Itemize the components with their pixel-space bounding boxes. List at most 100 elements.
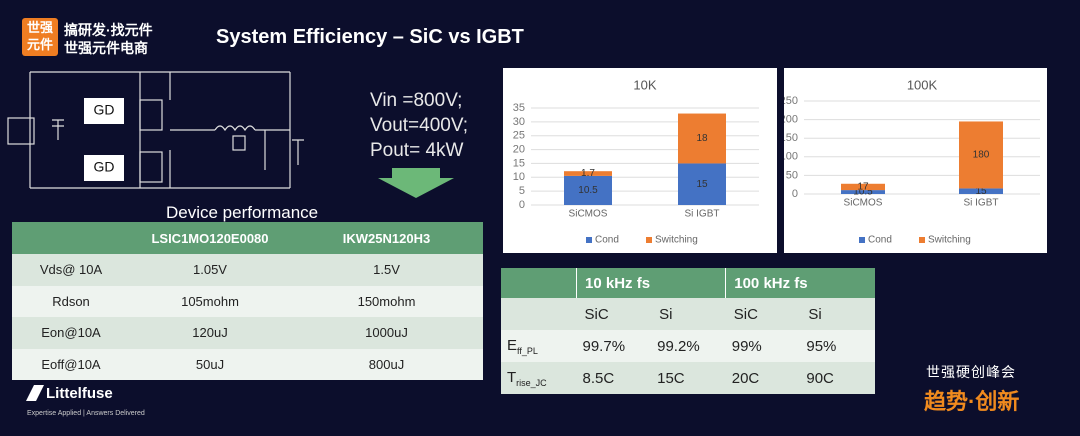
- legend-swatch: [646, 237, 652, 243]
- gd-label: GD: [94, 159, 115, 175]
- row: Eoff@10A 50uJ 800uJ: [12, 348, 483, 380]
- bar-segment: [678, 163, 726, 205]
- condition: Pout= 4kW: [370, 140, 464, 161]
- y-tick-label: 15: [513, 157, 525, 169]
- condition: Vin =800V;: [370, 90, 463, 111]
- gd-box: [84, 155, 124, 181]
- data-label: 15: [696, 179, 708, 190]
- cell: Eon@10A: [41, 325, 101, 341]
- header-row: 10 kHz fs 100 kHz fs: [501, 268, 875, 298]
- gd-box: [84, 98, 124, 124]
- logo-line: 世强元件电商: [64, 40, 148, 56]
- row: Vds@ 10A 1.05V 1.5V: [12, 254, 483, 286]
- subheader-cell: Si: [808, 305, 822, 323]
- event: 世强硬创峰会: [926, 364, 1016, 380]
- row: Rdson 105mohm 150mohm: [12, 285, 483, 317]
- header-cell: IKW25N120H3: [342, 230, 431, 246]
- cell: 1.05V: [193, 262, 227, 278]
- y-tick-label: 35: [513, 102, 525, 114]
- row: Trise_JC 8.5C 15C 20C 90C: [501, 362, 875, 394]
- logo-badge: 世强 元件: [22, 18, 58, 56]
- row-label: Trise_JC: [501, 362, 577, 394]
- data-label: 17: [857, 182, 869, 193]
- bar-segment: [564, 171, 612, 176]
- y-tick-label: 25: [513, 130, 525, 142]
- gd-label: GD: [94, 102, 115, 118]
- legend-label: Switching: [655, 235, 698, 246]
- subheader-row: SiC Si SiC Si: [501, 298, 875, 330]
- legend-label: Switching: [928, 235, 971, 246]
- cell: 95%: [806, 337, 837, 355]
- y-tick-label: 20: [513, 143, 525, 155]
- data-label: 10.5: [578, 185, 598, 196]
- y-tick-label: 100: [784, 151, 798, 163]
- cell: Vds@ 10A: [39, 262, 103, 278]
- cell: 1.5V: [373, 262, 400, 278]
- data-label: 18: [696, 133, 708, 144]
- bar-segment: [959, 121, 1003, 189]
- cell: [501, 298, 577, 330]
- brand: Littelfuse: [46, 385, 113, 402]
- data-label: 180: [973, 150, 990, 161]
- cell: 50uJ: [195, 356, 225, 372]
- chart-bg: [503, 68, 777, 253]
- badge-text: 世强: [26, 20, 53, 35]
- subheader-cell: Si: [659, 305, 673, 323]
- y-tick-label: 250: [784, 95, 798, 107]
- x-tick-label: SiCMOS: [844, 198, 883, 209]
- bar-segment: [678, 113, 726, 164]
- data-label: 10.5: [853, 187, 873, 198]
- cell: 99%: [731, 337, 762, 355]
- subheader-cell: SiC: [733, 305, 758, 323]
- cell: 1000uJ: [365, 325, 408, 341]
- x-tick-label: Si IGBT: [963, 198, 998, 209]
- header-cell: [501, 268, 577, 298]
- efficiency-table: 10 kHz fs 100 kHz fs SiC Si SiC Si Eff_PL 99.7%…: [501, 268, 875, 394]
- circuit: GD GD: [7, 71, 304, 189]
- cell: 120uJ: [192, 325, 228, 341]
- row-label: Eff_PL: [501, 330, 577, 362]
- legend-swatch: [859, 237, 865, 243]
- bar-segment: [841, 183, 885, 191]
- y-tick-label: 5: [519, 185, 525, 197]
- device-table: LSIC1MO120E0080 IKW25N120H3 Vds@ 10A 1.05V 1…: [12, 222, 483, 380]
- cell: 20C: [731, 369, 760, 387]
- logo-line: 搞研发·找元件: [64, 22, 153, 38]
- legend-swatch: [586, 237, 592, 243]
- legend-swatch: [919, 237, 925, 243]
- chart-bg: [784, 68, 1047, 253]
- x-tick-label: Si IGBT: [684, 209, 719, 220]
- cell: 150mohm: [357, 293, 416, 309]
- bar-segment: [959, 188, 1003, 194]
- subheader-cell: SiC: [584, 305, 609, 323]
- slide-title: System Efficiency – SiC vs IGBT: [216, 26, 524, 48]
- cell: 105mohm: [181, 293, 239, 309]
- y-tick-label: 150: [784, 132, 798, 144]
- cell: 99.2%: [657, 337, 700, 355]
- y-tick-label: 50: [786, 169, 798, 181]
- cell: 90C: [806, 369, 834, 387]
- header-cell: 10 kHz fs: [575, 268, 726, 298]
- slogan: 趋势·创新: [924, 389, 1020, 414]
- cell: 800uJ: [368, 356, 405, 372]
- condition: Vout=400V;: [370, 115, 469, 136]
- y-tick-label: 10: [513, 171, 525, 183]
- badge-text: 元件: [26, 37, 53, 52]
- y-tick-label: 30: [513, 116, 525, 128]
- cell: 99.7%: [582, 337, 626, 355]
- header-cell: LSIC1MO120E0080: [151, 230, 269, 246]
- chart-title: 100K: [907, 77, 938, 92]
- header-row: LSIC1MO120E0080 IKW25N120H3: [12, 222, 483, 254]
- header-cell: [12, 222, 130, 254]
- bar-segment: [841, 190, 885, 194]
- legend-label: Cond: [868, 235, 892, 246]
- cell: Rdson: [52, 293, 90, 309]
- row: Eff_PL 99.7% 99.2% 99% 95%: [501, 330, 875, 362]
- y-tick-label: 0: [519, 199, 525, 211]
- tagline: Expertise Applied | Answers Delivered: [27, 410, 145, 417]
- cell: 8.5C: [582, 369, 615, 387]
- cell: 15C: [657, 369, 685, 387]
